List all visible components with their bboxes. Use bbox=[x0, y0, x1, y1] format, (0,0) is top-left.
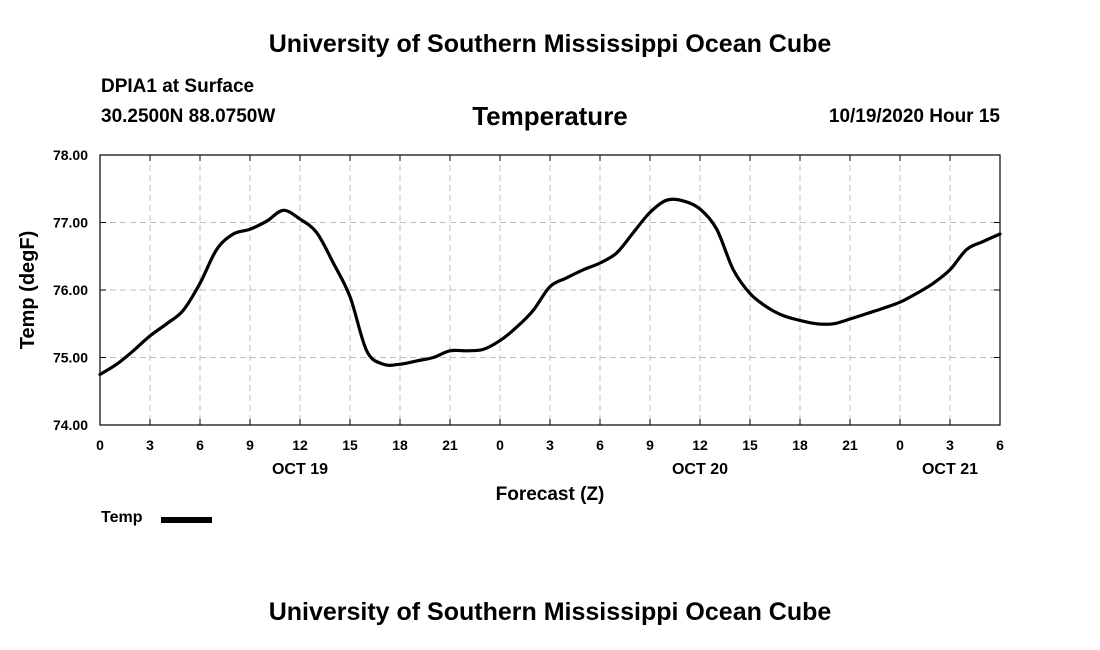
x-tick-label: 18 bbox=[792, 437, 808, 453]
y-tick-label: 74.00 bbox=[53, 417, 88, 433]
y-tick-label: 75.00 bbox=[53, 350, 88, 366]
x-tick-label: 3 bbox=[546, 437, 554, 453]
x-tick-label: 0 bbox=[96, 437, 104, 453]
legend-swatch bbox=[161, 517, 212, 523]
forecast-datetime: 10/19/2020 Hour 15 bbox=[828, 106, 1000, 127]
x-tick-label: 0 bbox=[496, 437, 504, 453]
station-label: DPIA1 at Surface bbox=[101, 76, 255, 97]
x-tick-label: 0 bbox=[896, 437, 904, 453]
x-tick-label: 15 bbox=[342, 437, 358, 453]
y-tick-label: 77.00 bbox=[53, 215, 88, 231]
x-tick-label: 3 bbox=[946, 437, 954, 453]
x-tick-label: 3 bbox=[146, 437, 154, 453]
chart-title: Temperature bbox=[472, 101, 628, 131]
top-title: University of Southern Mississippi Ocean… bbox=[268, 30, 832, 58]
y-axis-label: Temp (degF) bbox=[17, 231, 39, 350]
x-tick-label: 15 bbox=[742, 437, 758, 453]
plot-frame bbox=[99, 154, 1001, 426]
x-tick-label: 9 bbox=[246, 437, 254, 453]
x-tick-label: 21 bbox=[442, 437, 458, 453]
x-tick-label: 21 bbox=[842, 437, 858, 453]
y-tick-label: 76.00 bbox=[53, 282, 88, 298]
temp-series-line bbox=[98, 197, 1002, 376]
bottom-title: University of Southern Mississippi Ocean… bbox=[268, 598, 832, 626]
x-tick-label: 6 bbox=[196, 437, 204, 453]
x-tick-label: 9 bbox=[646, 437, 654, 453]
x-axis-label: Forecast (Z) bbox=[496, 484, 605, 505]
date-label: OCT 21 bbox=[922, 461, 978, 478]
coordinates-label: 30.2500N 88.0750W bbox=[101, 106, 276, 127]
date-label: OCT 19 bbox=[272, 461, 328, 478]
x-tick-label: 18 bbox=[392, 437, 408, 453]
y-tick-label: 78.00 bbox=[53, 147, 88, 163]
legend-label: Temp bbox=[101, 509, 143, 526]
x-tick-label: 6 bbox=[996, 437, 1004, 453]
x-tick-label: 12 bbox=[692, 437, 708, 453]
date-label: OCT 20 bbox=[672, 461, 728, 478]
x-tick-label: 6 bbox=[596, 437, 604, 453]
x-tick-label: 12 bbox=[292, 437, 308, 453]
